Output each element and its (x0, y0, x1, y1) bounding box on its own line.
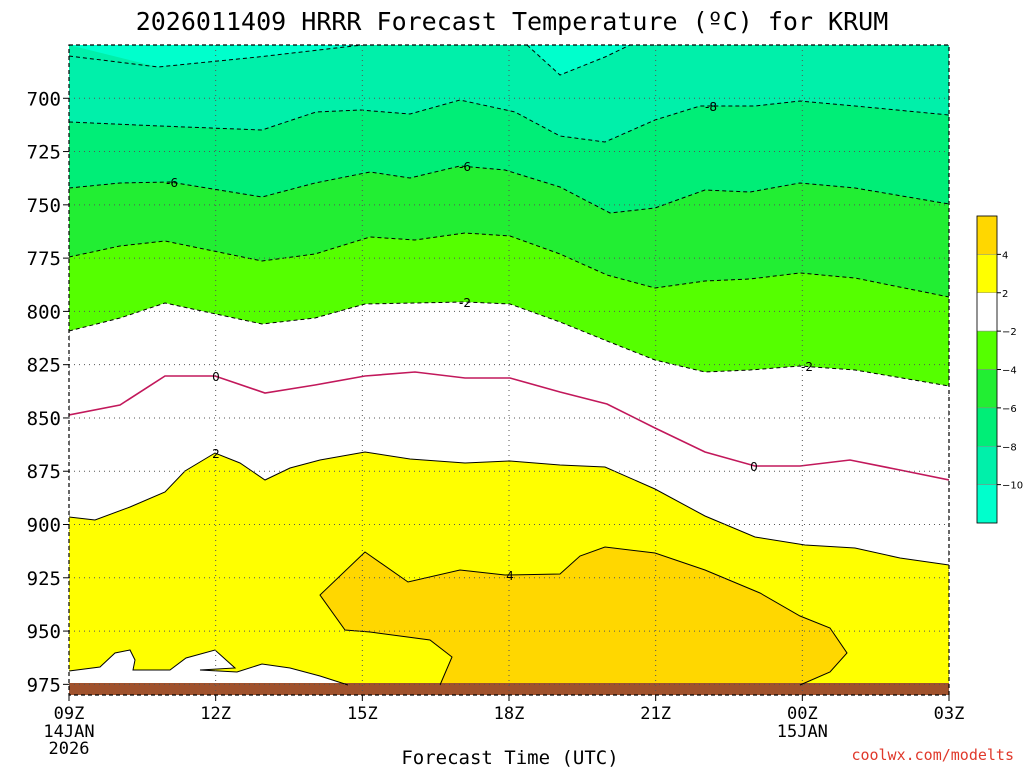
contour-label-neg8: -8 (705, 100, 717, 114)
contour-lines (69, 45, 949, 686)
legend-swatch-0 (976, 215, 998, 255)
contour-label-4: 4 (506, 569, 514, 583)
contour-label-zero-a: 0 (212, 370, 220, 384)
credit-text: coolwx.com/modelts (851, 746, 1014, 764)
y-tick-label-825: 825 (27, 355, 61, 377)
y-tick-label-750: 750 (27, 195, 61, 217)
legend-label-0: 4 (1002, 250, 1008, 261)
contour-label-zero-b: 0 (750, 460, 758, 474)
x-tick-label-09Z: 09Z (54, 704, 85, 724)
contour-neg8 (69, 99, 949, 143)
y-tick-label-975: 975 (27, 674, 61, 696)
x-tick-label-00Z: 00Z (787, 704, 818, 724)
legend-swatch-2 (976, 292, 998, 332)
legend-swatch-4 (976, 369, 998, 409)
warm-pocket-mid (348, 632, 452, 685)
x-axis-label: Forecast Time (UTC) (401, 747, 618, 768)
contour-neg10 (69, 45, 631, 76)
contour-label-2: 2 (212, 447, 220, 461)
contour-neg4 (69, 232, 949, 298)
y-tick-label-800: 800 (27, 301, 61, 323)
y-tick-label-775: 775 (27, 248, 61, 270)
contour-labels: -8 -6 -6 -2 -2 0 0 2 4 (166, 100, 813, 583)
contour-label-neg2-b: -2 (801, 360, 813, 374)
y-axis: 700 725 750 775 800 825 850 875 900 925 950 975 (27, 88, 69, 696)
y-tick-label-925: 925 (27, 568, 61, 590)
contour-zero (69, 371, 949, 481)
x-tick-sublabel-2026: 2026 (49, 739, 90, 759)
contour-label-neg6-a: -6 (166, 176, 178, 190)
contour-2-pocket (69, 649, 349, 686)
plot-area (69, 45, 949, 695)
y-tick-label-875: 875 (27, 461, 61, 483)
x-tick-label-12Z: 12Z (200, 704, 231, 724)
legend-swatch-1 (976, 254, 998, 293)
y-tick-label-950: 950 (27, 621, 61, 643)
gridlines (69, 45, 949, 695)
x-tick-label-21Z: 21Z (640, 704, 671, 724)
legend: 4 2 −2 −4 −6 −8 −10 (976, 215, 1023, 524)
chart-title: 2026011409 HRRR Forecast Temperature (ºC… (136, 7, 889, 36)
legend-swatch-6 (976, 446, 998, 485)
legend-label-6: −10 (1002, 481, 1023, 492)
x-tick-label-03Z: 03Z (934, 704, 965, 724)
contour-label-neg6-b: -6 (459, 160, 471, 174)
y-tick-label-900: 900 (27, 515, 61, 537)
legend-label-4: −6 (1002, 404, 1017, 415)
band-ge-4 (320, 547, 847, 685)
legend-swatch-7 (976, 484, 998, 524)
legend-label-3: −4 (1002, 366, 1017, 377)
warm-pocket-left (69, 650, 348, 685)
contour-neg2 (69, 301, 949, 387)
y-tick-label-850: 850 (27, 408, 61, 430)
legend-label-1: 2 (1002, 289, 1008, 300)
contour-label-neg2-a: -2 (459, 296, 471, 310)
legend-label-5: −8 (1002, 442, 1017, 453)
x-tick-sublabel-14JAN: 14JAN (43, 722, 94, 742)
y-tick-label-725: 725 (27, 142, 61, 164)
x-tick-sublabel-15JAN: 15JAN (777, 722, 828, 742)
x-tick-label-18Z: 18Z (494, 704, 525, 724)
legend-swatch-5 (976, 407, 998, 447)
legend-frame (976, 215, 998, 524)
x-tick-label-15Z: 15Z (347, 704, 378, 724)
contour-4 (319, 546, 848, 686)
contour-2 (69, 451, 949, 566)
legend-swatch-3 (976, 330, 998, 370)
y-tick-label-700: 700 (27, 88, 61, 110)
contour-neg6 (69, 165, 949, 214)
ground-band (69, 683, 949, 695)
legend-label-2: −2 (1002, 327, 1017, 338)
